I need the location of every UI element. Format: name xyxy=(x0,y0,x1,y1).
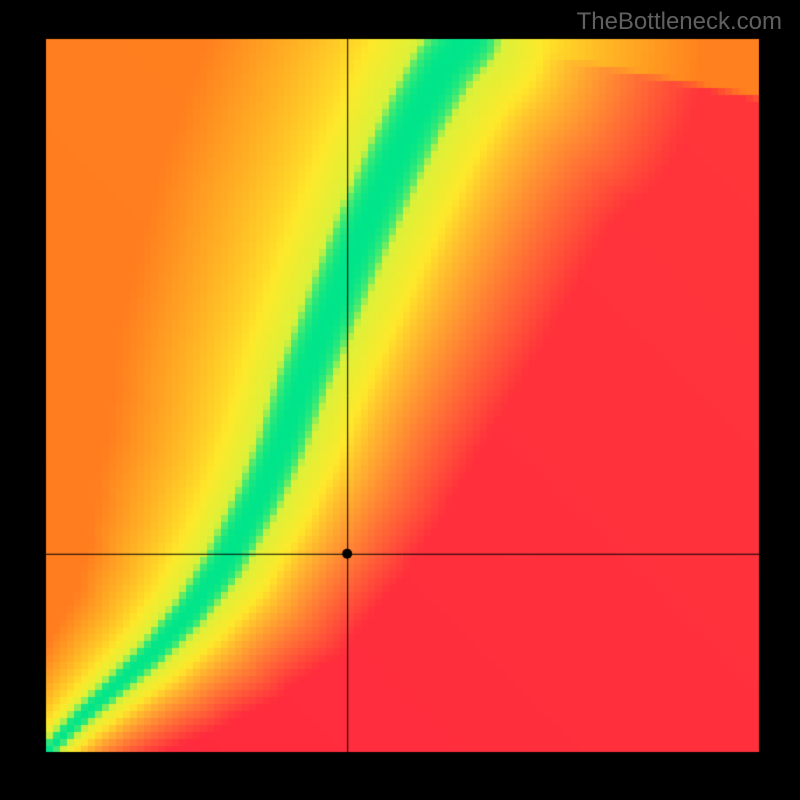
watermark-text: TheBottleneck.com xyxy=(577,8,782,36)
heatmap-canvas xyxy=(0,0,800,800)
chart-container: TheBottleneck.com xyxy=(0,0,800,800)
